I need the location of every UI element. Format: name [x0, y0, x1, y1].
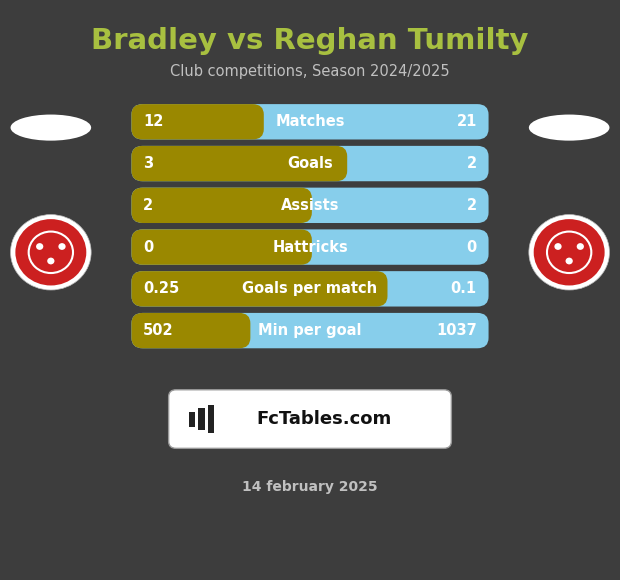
FancyBboxPatch shape — [131, 187, 312, 223]
Text: 12: 12 — [143, 114, 164, 129]
Text: 14 february 2025: 14 february 2025 — [242, 480, 378, 494]
Text: Goals: Goals — [287, 156, 333, 171]
Text: 2: 2 — [467, 198, 477, 213]
FancyBboxPatch shape — [131, 313, 250, 348]
Text: 3: 3 — [143, 156, 153, 171]
Text: 21: 21 — [456, 114, 477, 129]
Text: Matches: Matches — [275, 114, 345, 129]
Text: Hattricks: Hattricks — [272, 240, 348, 255]
Text: Assists: Assists — [281, 198, 339, 213]
Circle shape — [58, 243, 66, 250]
Text: 502: 502 — [143, 323, 174, 338]
Circle shape — [577, 243, 584, 250]
Text: FcTables.com: FcTables.com — [256, 410, 391, 428]
FancyBboxPatch shape — [131, 271, 489, 307]
FancyBboxPatch shape — [131, 104, 264, 139]
FancyBboxPatch shape — [169, 390, 451, 448]
FancyBboxPatch shape — [131, 146, 347, 181]
Text: Bradley vs Reghan Tumilty: Bradley vs Reghan Tumilty — [91, 27, 529, 55]
FancyBboxPatch shape — [131, 229, 312, 264]
Text: Min per goal: Min per goal — [259, 323, 361, 338]
FancyBboxPatch shape — [198, 408, 205, 430]
Circle shape — [565, 258, 573, 264]
Ellipse shape — [11, 114, 91, 140]
Circle shape — [36, 243, 43, 250]
FancyBboxPatch shape — [189, 412, 195, 426]
Ellipse shape — [529, 114, 609, 140]
Text: Goals per match: Goals per match — [242, 281, 378, 296]
FancyBboxPatch shape — [131, 187, 489, 223]
Circle shape — [11, 215, 91, 290]
FancyBboxPatch shape — [208, 405, 214, 433]
Text: 2: 2 — [143, 198, 153, 213]
Circle shape — [534, 219, 604, 285]
FancyBboxPatch shape — [131, 104, 489, 139]
Text: 0.25: 0.25 — [143, 281, 179, 296]
Circle shape — [16, 219, 86, 285]
Text: 1037: 1037 — [436, 323, 477, 338]
Circle shape — [554, 243, 562, 250]
Text: 0: 0 — [143, 240, 154, 255]
Text: Club competitions, Season 2024/2025: Club competitions, Season 2024/2025 — [170, 64, 450, 79]
FancyBboxPatch shape — [131, 313, 489, 348]
Circle shape — [47, 258, 55, 264]
Text: 2: 2 — [467, 156, 477, 171]
Circle shape — [529, 215, 609, 290]
FancyBboxPatch shape — [131, 229, 489, 264]
FancyBboxPatch shape — [131, 146, 489, 181]
Text: 0: 0 — [466, 240, 477, 255]
FancyBboxPatch shape — [131, 271, 388, 307]
Text: 0.1: 0.1 — [451, 281, 477, 296]
